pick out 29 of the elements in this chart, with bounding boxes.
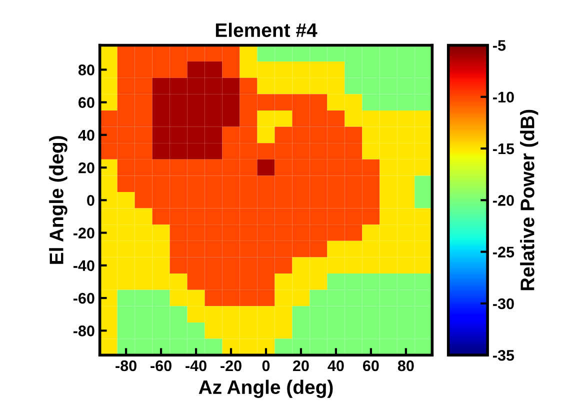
y-tick-label: -40 <box>73 260 94 272</box>
color-bar-label: -15 <box>493 144 514 154</box>
color-bar-label: -25 <box>493 246 514 258</box>
y-tick-label: -80 <box>73 326 94 336</box>
color-bar-label: -35 <box>493 350 514 361</box>
x-tick-label: -20 <box>220 360 242 372</box>
x-tick-label: 60 <box>363 360 379 372</box>
x-tick-label: 20 <box>293 360 309 372</box>
y-tick-label: 80 <box>78 64 94 76</box>
y-tick-label: 0 <box>87 195 94 206</box>
color-bar-title: Relative Power (dB) <box>520 110 538 290</box>
y-tick-label: -20 <box>73 228 94 238</box>
x-tick-label: -80 <box>116 360 136 372</box>
color-bar-label: -20 <box>493 195 514 206</box>
x-tick-label: 40 <box>328 360 344 372</box>
y-tick-label: 20 <box>78 162 94 174</box>
chart-title: Element #4 <box>216 22 318 38</box>
x-tick-label: -40 <box>186 360 206 372</box>
x-tick-label: 80 <box>398 360 414 372</box>
y-tick-label: 60 <box>78 97 94 108</box>
x-tick-label: 0 <box>262 360 270 372</box>
x-axis-title: Az Angle (deg) <box>198 380 333 398</box>
color-bar-label: -5 <box>493 40 506 51</box>
y-tick-label: 40 <box>78 130 94 141</box>
y-tick-label: -60 <box>73 292 94 304</box>
color-bar-label: -10 <box>493 92 514 103</box>
color-bar-label: -30 <box>493 298 514 310</box>
x-tick-label: -60 <box>150 360 172 372</box>
y-axis-title: El Angle (deg) <box>49 136 68 264</box>
